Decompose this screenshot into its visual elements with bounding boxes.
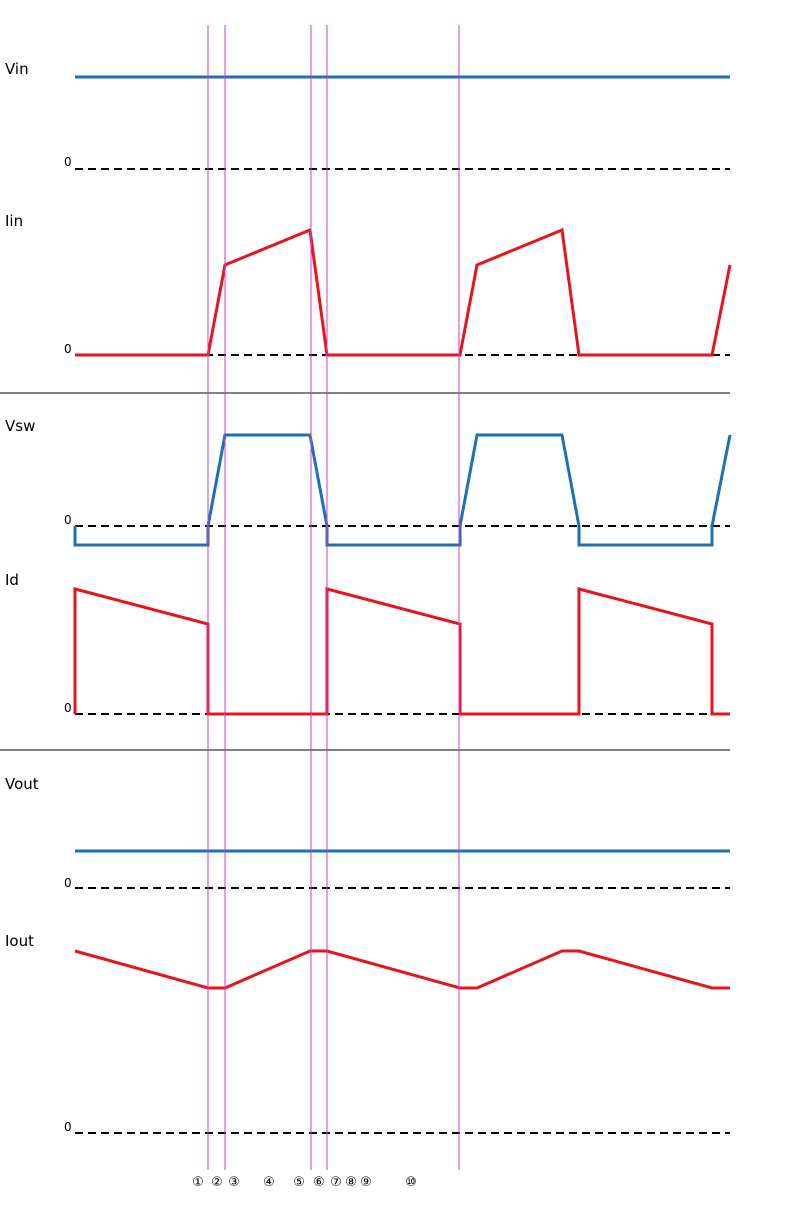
zero-label-vin: 0	[64, 155, 72, 169]
waveform-vsw	[73, 433, 732, 547]
label-id: Id	[5, 571, 19, 589]
label-iin: Iin	[5, 212, 23, 230]
zero-label-vout: 0	[64, 876, 72, 890]
interval-marker-2: ②	[211, 1175, 223, 1190]
waveform-id	[73, 587, 730, 716]
label-vin: Vin	[5, 60, 29, 78]
interval-marker-1: ①	[192, 1175, 204, 1190]
zero-label-id: 0	[64, 701, 72, 715]
zero-label-iin: 0	[64, 342, 72, 356]
interval-marker-5: ⑤	[293, 1175, 305, 1190]
interval-marker-6: ⑥	[313, 1175, 325, 1190]
label-iout: Iout	[5, 932, 34, 950]
label-vout: Vout	[5, 775, 39, 793]
interval-marker-7: ⑦	[330, 1175, 342, 1190]
interval-marker-10: ⑩	[405, 1175, 417, 1190]
waveform-iin	[75, 227, 732, 357]
interval-marker-9: ⑨	[360, 1175, 372, 1190]
timing-markers	[207, 25, 460, 1170]
zero-label-vsw: 0	[64, 513, 72, 527]
interval-marker-8: ⑧	[345, 1175, 357, 1190]
zero-baselines	[75, 168, 730, 1134]
waveform-iout	[74, 949, 730, 990]
zero-label-iout: 0	[64, 1120, 72, 1134]
interval-marker-4: ④	[263, 1175, 275, 1190]
interval-marker-3: ③	[228, 1175, 240, 1190]
label-vsw: Vsw	[5, 417, 35, 435]
